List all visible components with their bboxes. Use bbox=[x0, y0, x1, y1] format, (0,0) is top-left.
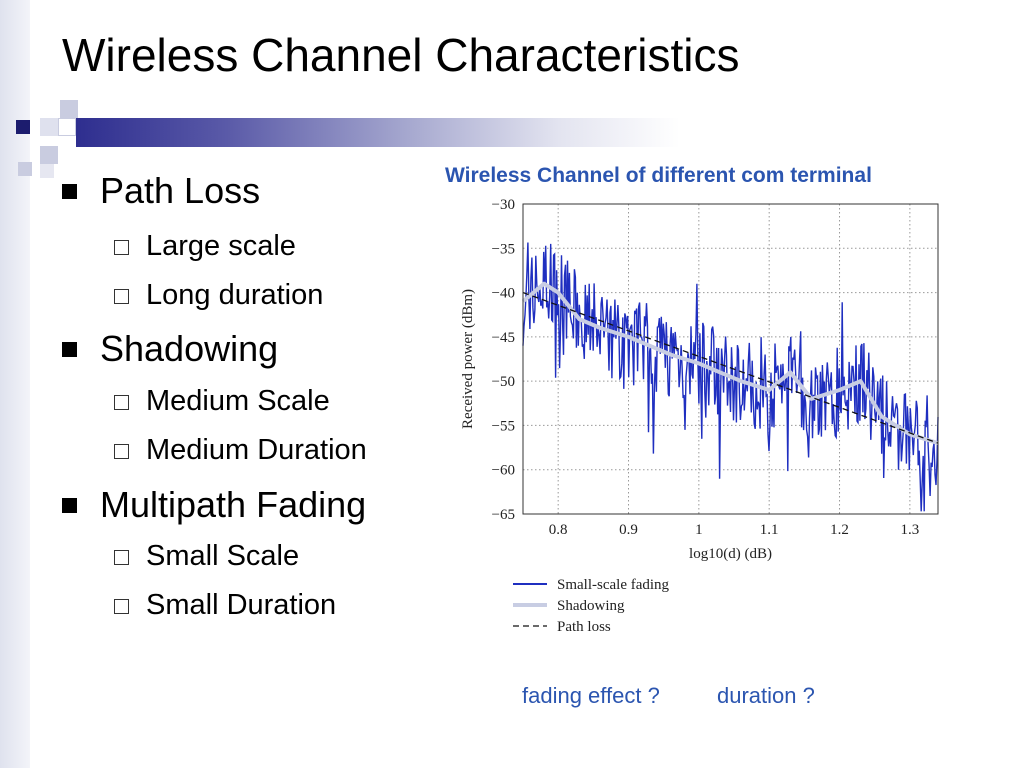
decor-square bbox=[40, 118, 58, 136]
x-tick-label: 1.1 bbox=[760, 522, 779, 538]
square-bullet-icon bbox=[62, 184, 77, 199]
hollow-square-bullet-icon bbox=[114, 395, 129, 410]
received-power-chart: 0.8 0.9 1 1.1 1.2 1.3 −30 −35 −40 −45 −50 −55 −60 −65… bbox=[460, 197, 939, 635]
decor-square bbox=[58, 118, 76, 136]
y-tick-label: −30 bbox=[492, 197, 515, 213]
x-tick-label: 0.8 bbox=[549, 522, 568, 538]
series bbox=[521, 242, 939, 512]
y-tick-label: −60 bbox=[492, 463, 515, 479]
legend-label: Path loss bbox=[557, 619, 611, 635]
path-loss-line bbox=[522, 291, 939, 444]
hollow-square-bullet-icon bbox=[114, 289, 129, 304]
small-scale-fading-line bbox=[522, 242, 939, 512]
title-gradient-bar bbox=[76, 118, 680, 147]
legend-label: Small-scale fading bbox=[557, 577, 670, 593]
square-bullet-icon bbox=[62, 498, 77, 513]
shadowing-line bbox=[521, 281, 939, 446]
y-tick-label: −65 bbox=[492, 507, 515, 523]
x-tick-label: 1.3 bbox=[900, 522, 919, 538]
x-tick-label: 0.9 bbox=[619, 522, 638, 538]
decor-square bbox=[40, 146, 58, 164]
y-tick-label: −35 bbox=[492, 241, 515, 257]
square-bullet-icon bbox=[62, 342, 77, 357]
hollow-square-bullet-icon bbox=[114, 599, 129, 614]
note-fading-effect: fading effect ? bbox=[522, 683, 660, 708]
legend-label: Shadowing bbox=[557, 598, 625, 614]
y-tick-label: −40 bbox=[492, 286, 515, 302]
note-duration: duration ? bbox=[717, 683, 815, 708]
decor-square bbox=[60, 100, 78, 118]
hollow-square-bullet-icon bbox=[114, 550, 129, 565]
grid bbox=[523, 203, 938, 515]
legend: Small-scale fading Shadowing Path loss bbox=[513, 577, 670, 635]
decor-square bbox=[18, 162, 32, 176]
y-tick-label: −45 bbox=[492, 330, 515, 346]
plot-frame bbox=[522, 203, 939, 515]
chart-caption: Wireless Channel of different com termin… bbox=[445, 164, 872, 187]
hollow-square-bullet-icon bbox=[114, 240, 129, 255]
ticks: 0.8 0.9 1 1.1 1.2 1.3 −30 −35 −40 −45 −50 −55 −60 −65 bbox=[492, 197, 920, 538]
decor-square bbox=[16, 120, 30, 134]
x-axis-label: log10(d) (dB) bbox=[689, 546, 772, 562]
x-tick-label: 1 bbox=[695, 522, 703, 538]
y-axis-label: Received power (dBm) bbox=[460, 289, 476, 429]
x-tick-label: 1.2 bbox=[830, 522, 849, 538]
y-tick-label: −55 bbox=[492, 418, 515, 434]
decor-square bbox=[40, 164, 54, 178]
slide-title: Wireless Channel Characteristics bbox=[62, 29, 740, 81]
y-tick-label: −50 bbox=[492, 374, 515, 390]
hollow-square-bullet-icon bbox=[114, 444, 129, 459]
title-decoration bbox=[0, 100, 680, 180]
